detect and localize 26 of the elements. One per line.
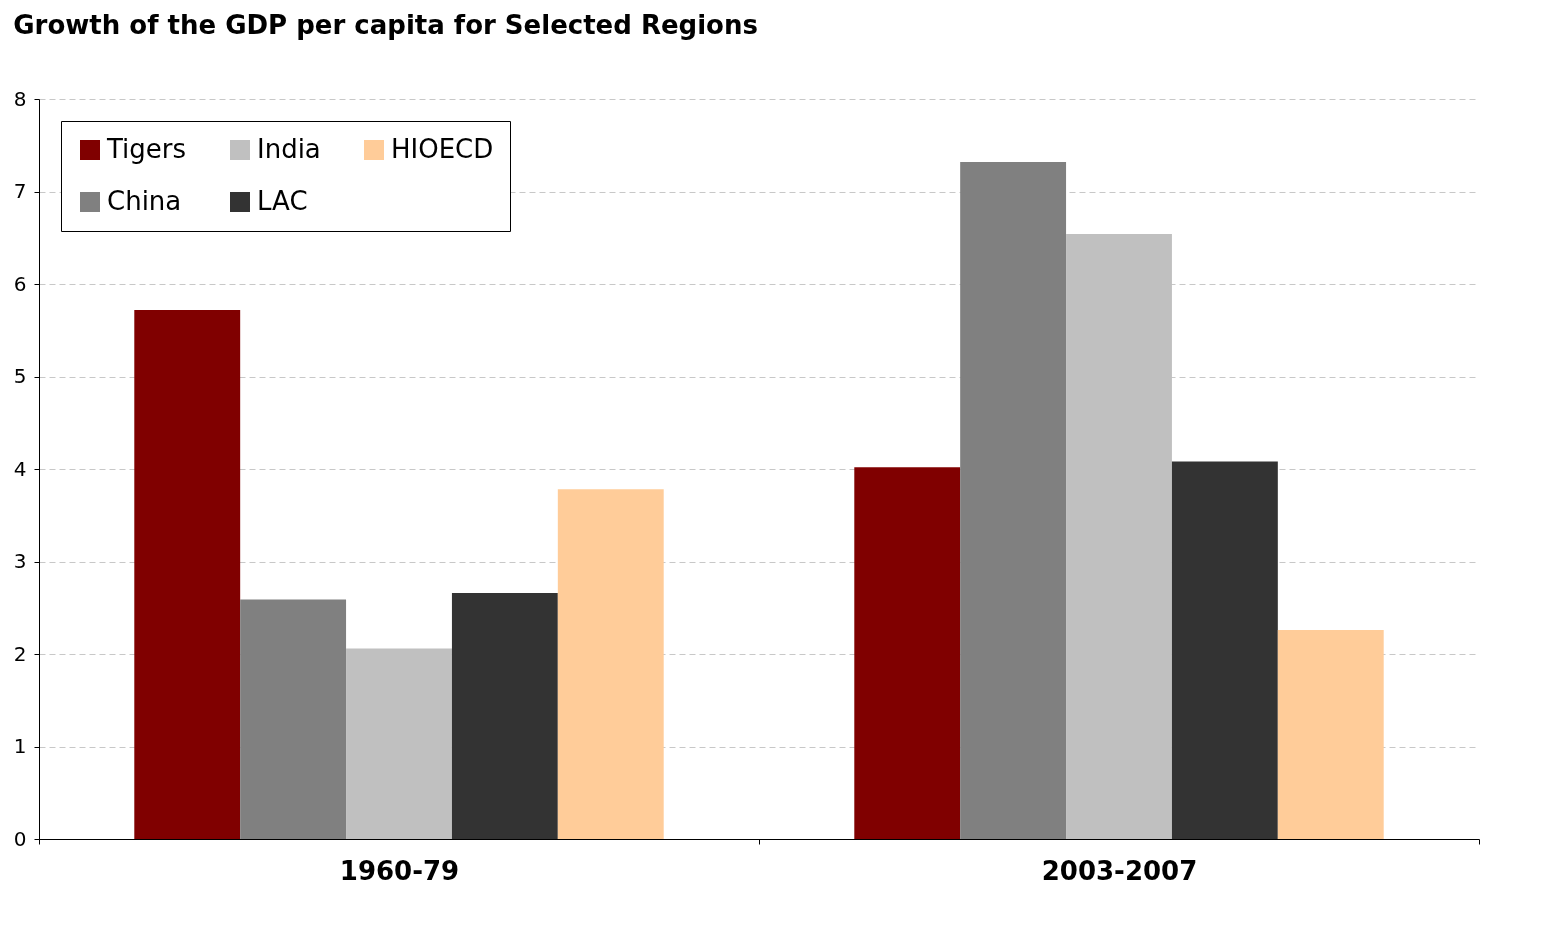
legend-label: HIOECD: [391, 134, 494, 164]
legend-label: LAC: [257, 186, 308, 216]
bar: [557, 489, 664, 839]
y-tick-label: 6: [13, 271, 27, 296]
x-tick-label: 2003-2007: [1041, 855, 1198, 886]
legend-label: India: [257, 134, 321, 164]
bar: [134, 309, 241, 839]
bar: [346, 648, 452, 839]
bar: [240, 599, 347, 839]
bar: [1277, 629, 1384, 839]
y-tick-label: 1: [13, 734, 27, 758]
y-tick-label: 3: [13, 549, 27, 573]
bar: [451, 592, 558, 839]
chart-title: Growth of the GDP per capita for Selected Regions: [13, 10, 758, 40]
legend-label: China: [107, 186, 182, 216]
y-tick-label: 7: [13, 179, 27, 203]
legend-label: Tigers: [106, 134, 187, 164]
bar: [1171, 461, 1278, 839]
bar: [960, 161, 1067, 839]
y-tick-label: 5: [13, 364, 27, 388]
bar: [854, 467, 961, 839]
y-tick-label: 8: [13, 86, 27, 111]
y-tick-label: 2: [13, 641, 27, 666]
y-tick-label: 0: [13, 826, 27, 851]
x-tick-label: 1960-79: [339, 855, 460, 886]
y-tick-label: 4: [13, 456, 27, 481]
